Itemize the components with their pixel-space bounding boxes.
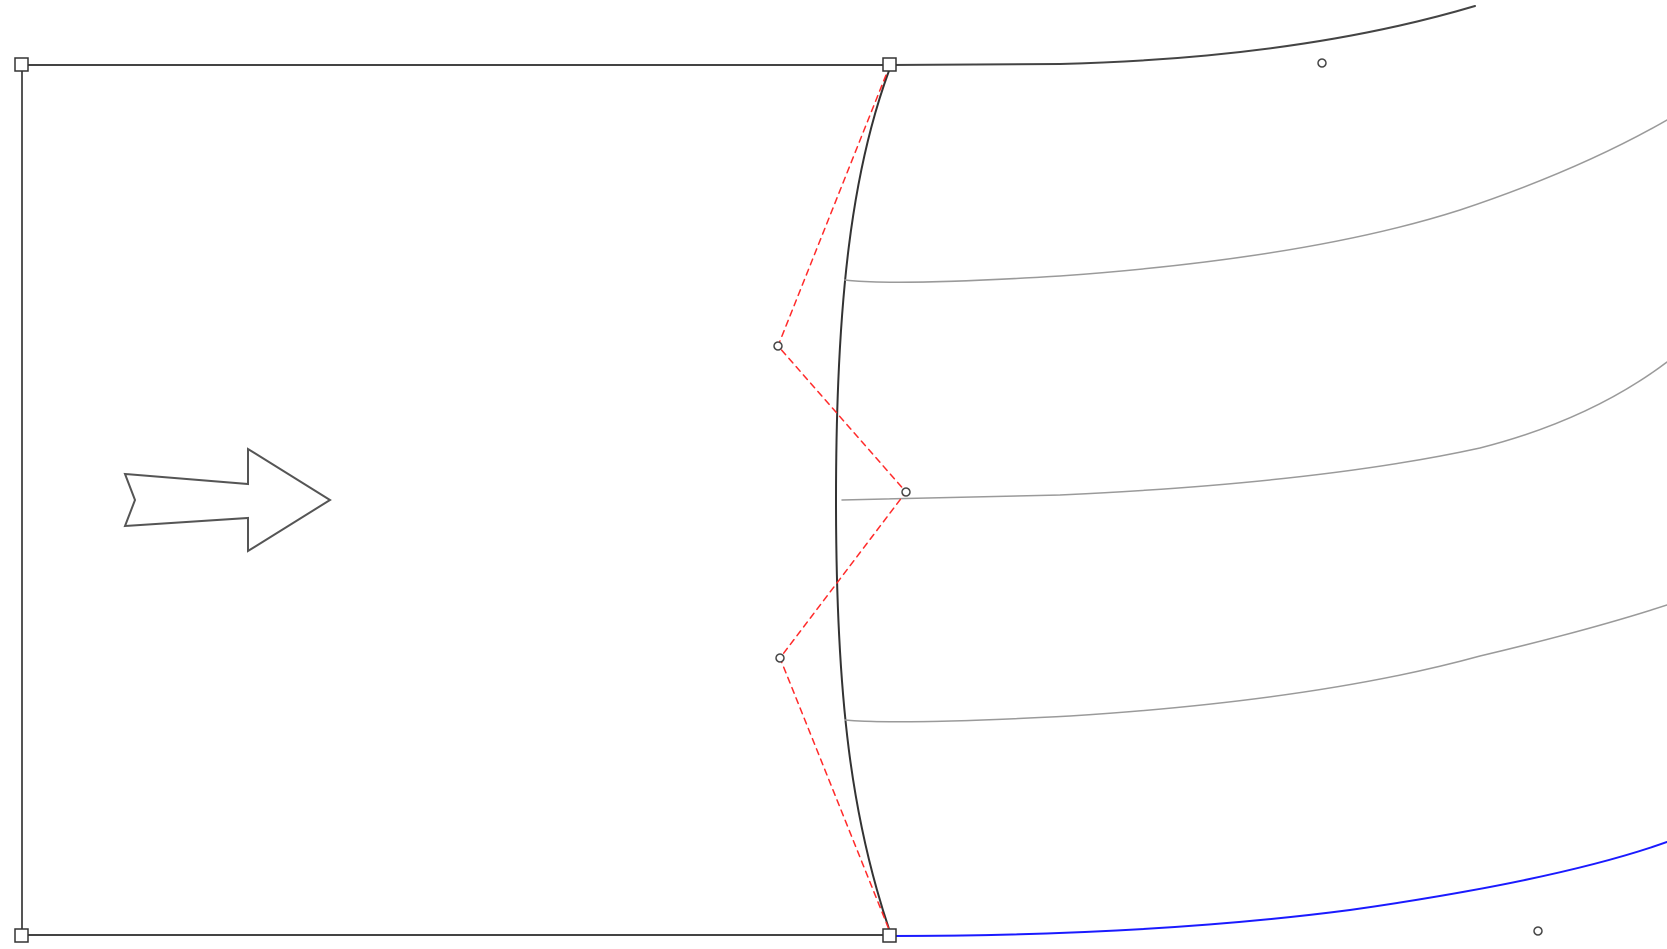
- circle-point-icon[interactable]: [1533, 926, 1543, 936]
- flow-line: [844, 119, 1667, 283]
- flow-line: [841, 361, 1667, 501]
- bottom-wall-curve: [889, 841, 1667, 937]
- square-handle-icon[interactable]: [882, 57, 897, 72]
- square-handle-icon[interactable]: [14, 57, 29, 72]
- inlet-curve: [834, 67, 891, 933]
- circle-point-icon[interactable]: [1317, 58, 1327, 68]
- square-handle-icon[interactable]: [14, 928, 29, 943]
- flow-line: [844, 604, 1667, 723]
- flow-lines: [841, 119, 1667, 723]
- domain-frame: [21, 64, 891, 936]
- right-arrow-icon: [123, 447, 332, 553]
- circle-point-icon[interactable]: [773, 341, 783, 351]
- square-handle-icon[interactable]: [882, 928, 897, 943]
- corner-handles: [14, 57, 897, 943]
- circle-point-icon[interactable]: [901, 487, 911, 497]
- top-wall-curve: [889, 5, 1476, 66]
- control-points: [773, 58, 1543, 936]
- circle-point-icon[interactable]: [775, 653, 785, 663]
